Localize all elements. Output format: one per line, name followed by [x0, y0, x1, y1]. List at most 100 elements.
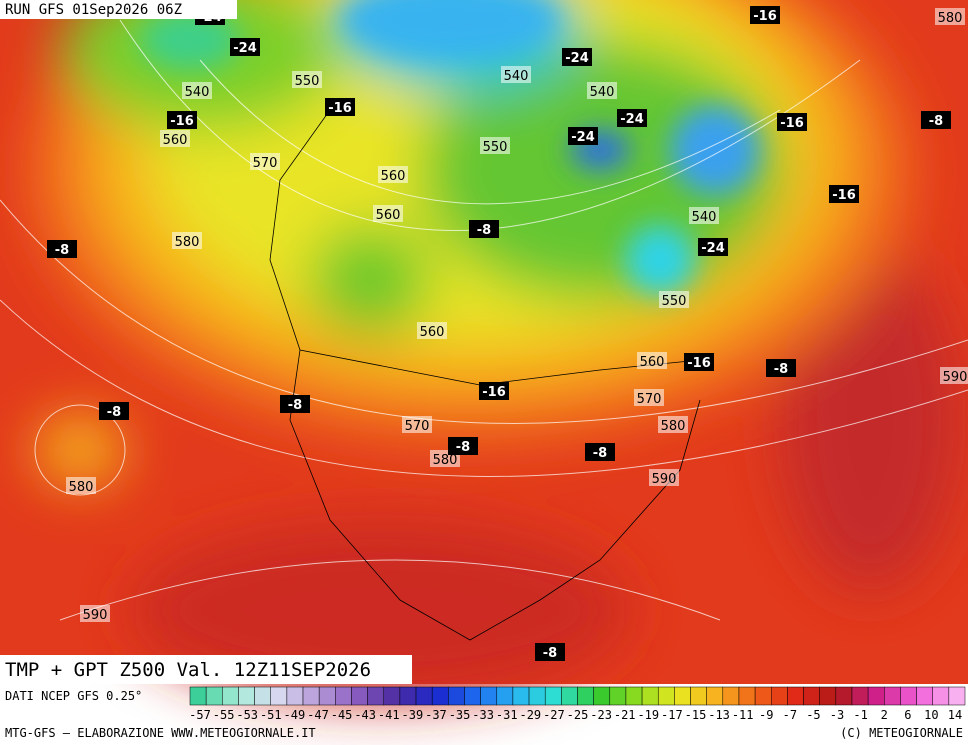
height-label-bg — [378, 166, 408, 183]
temperature-label-bg — [47, 240, 77, 258]
height-label: 570 — [253, 156, 278, 171]
scale-box — [657, 686, 675, 706]
scale-box — [431, 686, 449, 706]
scale-label: -37 — [425, 708, 447, 722]
scale-box — [674, 686, 691, 706]
scale-box — [286, 686, 304, 706]
height-label: 540 — [504, 69, 529, 84]
height-label: 580 — [175, 235, 200, 250]
scale-box — [496, 686, 514, 706]
scale-label: -51 — [260, 708, 282, 722]
scale-box — [819, 686, 837, 706]
temperature-label-bg — [684, 353, 714, 371]
scale-label: -39 — [402, 708, 424, 722]
temperature-label-bg — [479, 382, 509, 400]
temperature-label-bg — [585, 443, 615, 461]
scale-box — [561, 686, 578, 706]
scale-box — [884, 686, 901, 706]
temperature-label: -16 — [753, 9, 777, 24]
height-label-bg — [689, 207, 719, 224]
temperature-label-bg — [829, 185, 859, 203]
temperature-label-bg — [698, 238, 728, 256]
temperature-label-bg — [617, 109, 647, 127]
temperature-label: -8 — [456, 440, 470, 455]
height-label-bg — [587, 82, 617, 99]
height-label-bg — [501, 66, 531, 83]
scale-label: -55 — [213, 708, 235, 722]
height-label-bg — [935, 8, 965, 25]
map-title: TMP + GPT Z500 Val. 12Z11SEP2026 — [5, 659, 371, 681]
height-label: 550 — [483, 140, 508, 155]
height-label: 540 — [692, 210, 717, 225]
source: DATI NCEP GFS 0.25° — [5, 689, 142, 703]
scale-box — [948, 686, 966, 706]
temperature-label-bg — [325, 98, 355, 116]
scale-box — [205, 686, 223, 706]
scale-label: -57 — [189, 708, 211, 722]
scale-label: -25 — [567, 708, 589, 722]
run-label: RUN GFS 01Sep2026 06Z — [5, 2, 182, 18]
height-label-bg — [172, 232, 202, 249]
scale-box — [803, 686, 820, 706]
scale-label: -13 — [708, 708, 730, 722]
scale-box — [851, 686, 869, 706]
temperature-label-bg — [777, 113, 807, 131]
height-label-bg — [402, 416, 432, 433]
scale-label: -5 — [806, 708, 820, 722]
scale-box — [448, 686, 465, 706]
scale-label: -21 — [614, 708, 636, 722]
scale-label: -33 — [472, 708, 494, 722]
scale-box — [787, 686, 804, 706]
copyright: (C) METEOGIORNALE — [840, 726, 963, 740]
scale-box — [415, 686, 433, 706]
scale-box — [609, 686, 627, 706]
scale-box — [222, 686, 239, 706]
scale-label: -35 — [449, 708, 471, 722]
scale-box — [464, 686, 481, 706]
height-label: 560 — [640, 355, 665, 370]
temperature-label: -8 — [593, 446, 607, 461]
scale-box — [932, 686, 950, 706]
scale-box — [544, 686, 562, 706]
scale-label: -9 — [759, 708, 773, 722]
temperature-label: -24 — [571, 130, 595, 145]
scale-label: -29 — [519, 708, 541, 722]
temperature-label: -8 — [107, 405, 121, 420]
height-label: 590 — [943, 370, 968, 385]
title-box — [0, 655, 412, 684]
temperature-label: -16 — [780, 116, 804, 131]
temperature-label-bg — [921, 111, 951, 129]
scale-label: 14 — [948, 708, 962, 722]
height-label: 580 — [661, 419, 686, 434]
scale-box — [722, 686, 740, 706]
height-label-bg — [80, 605, 110, 622]
color-scale: -57 -55 -53 -51 -49 -47 -45 -43 -41 -39 -37 -35 -33-… — [189, 686, 966, 722]
height-label-bg — [160, 130, 190, 147]
height-label-bg — [659, 291, 689, 308]
scale-label: -27 — [543, 708, 565, 722]
height-label-bg — [292, 71, 322, 88]
scale-label: -11 — [732, 708, 754, 722]
scale-label: -31 — [496, 708, 518, 722]
scale-box — [318, 686, 336, 706]
scale-label: -1 — [853, 708, 867, 722]
height-label: 590 — [652, 472, 677, 487]
scale-box — [916, 686, 933, 706]
credit: MTG-GFS — ELABORAZIONE WWW.METEOGIORNALE… — [5, 726, 316, 740]
height-label-bg — [637, 352, 667, 369]
height-label: 560 — [163, 133, 188, 148]
scale-box — [270, 686, 288, 706]
height-label-bg — [940, 367, 968, 384]
contour-labels: 580 540 550 540 540 560 550 570 560 560 540 580 550 5… — [47, 6, 968, 661]
temperature-label: -16 — [328, 101, 352, 116]
temperature-label-bg — [230, 38, 260, 56]
scale-box — [238, 686, 255, 706]
scale-label: -45 — [331, 708, 353, 722]
temperature-label: -16 — [832, 188, 856, 203]
height-label: 580 — [69, 480, 94, 495]
scale-label: -41 — [378, 708, 400, 722]
temperature-label-bg — [99, 402, 129, 420]
map-field — [0, 0, 968, 700]
temperature-label-bg — [568, 127, 598, 145]
temperature-label: -8 — [543, 646, 557, 661]
